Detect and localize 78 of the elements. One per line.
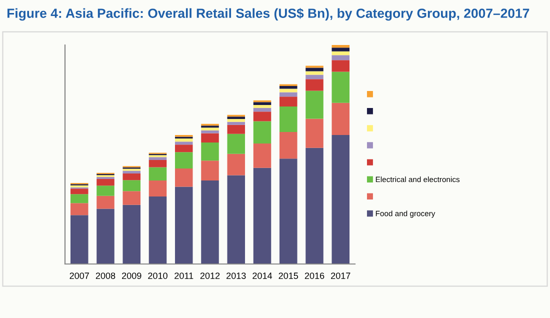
bar bbox=[174, 142, 193, 145]
bar bbox=[201, 180, 219, 264]
bar bbox=[227, 175, 246, 264]
bar bbox=[174, 144, 193, 152]
bar bbox=[332, 135, 350, 264]
x-tick-label: 2013 bbox=[226, 272, 246, 279]
bar bbox=[122, 170, 141, 174]
bar bbox=[122, 174, 141, 180]
bar bbox=[148, 157, 167, 160]
bar bbox=[306, 90, 324, 119]
bar bbox=[227, 119, 246, 122]
bar bbox=[279, 86, 298, 89]
bar bbox=[201, 130, 219, 134]
x-tick-label: 2007 bbox=[70, 272, 89, 279]
bar bbox=[253, 121, 272, 144]
x-tick-label: 2016 bbox=[304, 272, 324, 279]
bar bbox=[122, 191, 141, 205]
bar bbox=[96, 208, 114, 264]
x-tick-label: 2008 bbox=[96, 272, 116, 279]
bar bbox=[332, 45, 350, 48]
bar bbox=[201, 133, 219, 142]
bar bbox=[279, 158, 298, 264]
bar bbox=[227, 122, 246, 125]
bar bbox=[253, 108, 272, 112]
bar bbox=[201, 160, 219, 181]
bar bbox=[70, 194, 88, 204]
bar bbox=[122, 204, 141, 264]
bar bbox=[306, 148, 324, 264]
bar bbox=[279, 132, 298, 159]
bar bbox=[96, 186, 114, 196]
x-tick-label: 2012 bbox=[200, 272, 220, 279]
bar bbox=[227, 124, 246, 134]
bar bbox=[279, 88, 298, 92]
bar bbox=[70, 203, 88, 216]
bar bbox=[227, 116, 246, 120]
bar bbox=[96, 179, 114, 186]
bar bbox=[332, 102, 350, 136]
bar bbox=[148, 196, 167, 264]
bar bbox=[306, 79, 324, 91]
x-tick-label: 2011 bbox=[174, 272, 194, 279]
bar bbox=[174, 186, 193, 264]
bar bbox=[122, 180, 141, 192]
bar bbox=[253, 112, 272, 122]
bar bbox=[306, 71, 324, 75]
bar bbox=[70, 215, 88, 264]
x-tick-label: 2015 bbox=[278, 272, 298, 279]
bar bbox=[148, 180, 167, 197]
bar bbox=[306, 68, 324, 72]
bar bbox=[70, 188, 88, 194]
bar bbox=[279, 92, 298, 97]
bar bbox=[253, 105, 272, 108]
chart-title: Figure 4: Asia Pacific: Overall Retail Sales (US$ Bn), by Category Group, 2007–2017 bbox=[7, 8, 530, 21]
bar bbox=[201, 142, 219, 161]
bar bbox=[279, 106, 298, 132]
bar bbox=[306, 74, 324, 80]
bar bbox=[201, 128, 219, 130]
bar bbox=[332, 48, 350, 52]
bar bbox=[227, 134, 246, 154]
x-tick-label: 2017 bbox=[331, 272, 350, 279]
bar bbox=[174, 168, 193, 187]
bar bbox=[332, 60, 350, 72]
bar bbox=[148, 167, 167, 181]
bar bbox=[306, 118, 324, 148]
bar bbox=[148, 160, 167, 168]
bar bbox=[174, 138, 193, 142]
x-tick-label: 2009 bbox=[122, 272, 142, 279]
bar bbox=[227, 154, 246, 176]
bar bbox=[253, 168, 272, 264]
bar bbox=[332, 51, 350, 56]
bar bbox=[332, 55, 350, 60]
bar bbox=[253, 102, 272, 106]
bar bbox=[253, 144, 272, 168]
bar bbox=[96, 196, 114, 209]
x-tick-label: 2014 bbox=[252, 272, 272, 279]
bar bbox=[332, 72, 350, 103]
bar bbox=[174, 152, 193, 169]
bar bbox=[279, 96, 298, 107]
x-tick-label: 2010 bbox=[148, 272, 168, 279]
